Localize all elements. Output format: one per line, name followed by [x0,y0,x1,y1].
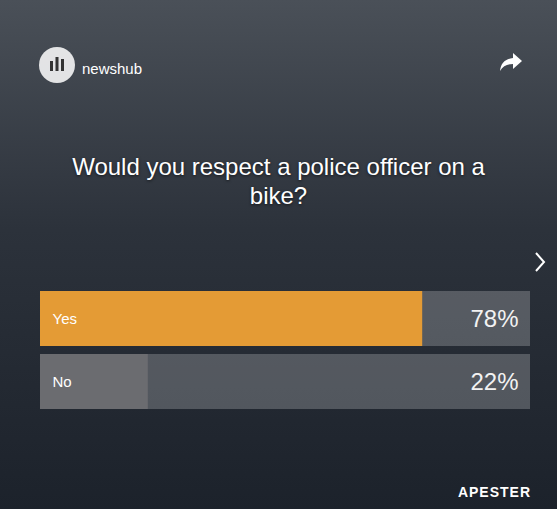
html-text:newshub: newshub [82,60,142,77]
html-text:APESTER: APESTER [457,484,531,500]
svg-text:Yes: Yes [53,310,77,327]
svg-text:No: No [53,373,72,390]
svg-text:22%: 22% [470,368,518,395]
svg-text:78%: 78% [470,305,518,332]
html-text:Would you respect a police off: Would you respect a police officer on a … [72,153,485,209]
